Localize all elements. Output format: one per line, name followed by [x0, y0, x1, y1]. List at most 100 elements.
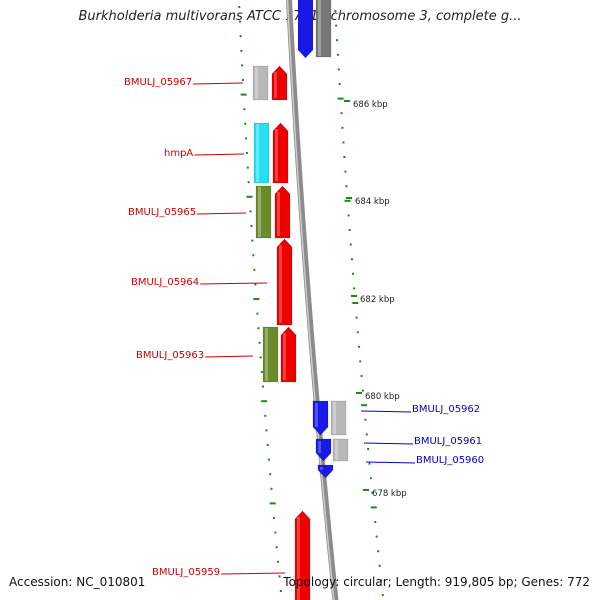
ruler-tick [337, 97, 344, 100]
ruler-tick [278, 575, 281, 578]
gene-leader-line [200, 282, 268, 285]
gene-label[interactable]: BMULJ_05965 [128, 207, 197, 218]
gene-BMULJ_05963[interactable] [262, 326, 297, 383]
ruler-tick [364, 418, 367, 421]
gene-partial-top[interactable] [298, 0, 332, 58]
gene-arrow [317, 464, 334, 479]
ruler-tick [238, 6, 241, 8]
backbone-highlight [286, 0, 335, 600]
ruler-tick [246, 166, 249, 169]
gene-arrow [274, 185, 291, 239]
gene-BMULJ_05961[interactable] [315, 438, 349, 462]
gene-label[interactable]: BMULJ_05962 [412, 404, 481, 415]
gene-aux-box [332, 438, 349, 462]
gene-arrow-shine [274, 72, 277, 98]
ruler-label: 682 kbp [360, 295, 395, 305]
ruler-tick [279, 590, 282, 592]
gene-BMULJ_05962[interactable] [312, 400, 347, 436]
gene-aux-box-shine [256, 124, 259, 182]
gene-label[interactable]: BMULJ_05961 [414, 436, 483, 447]
gene-leader-line [360, 410, 412, 413]
gene-aux-box [255, 185, 272, 239]
ruler-label: 678 kbp [372, 489, 407, 499]
ruler-tick [369, 477, 372, 480]
gene-arrow [276, 238, 293, 326]
ruler-tick [345, 185, 348, 188]
ruler-tick [355, 316, 358, 319]
ruler-tick [261, 385, 264, 388]
ruler-tick [337, 68, 340, 71]
gene-label[interactable]: BMULJ_05964 [131, 277, 200, 288]
ruler-tick [349, 243, 352, 246]
ruler-tick [253, 268, 256, 271]
gene-leader-line [365, 461, 416, 464]
gene-label[interactable]: BMULJ_05960 [416, 455, 485, 466]
topology-text: Topology: circular; Length: 919,805 bp; … [283, 575, 590, 589]
gene-aux-box [330, 400, 347, 436]
ruler-tick [241, 79, 244, 81]
ruler-tick [370, 506, 377, 509]
ruler-tick [356, 331, 359, 334]
gene-arrow [271, 65, 288, 101]
gene-label[interactable]: BMULJ_05963 [136, 350, 205, 361]
ruler-tick [239, 35, 242, 38]
gene-BMULJ_05965[interactable] [255, 185, 291, 239]
gene-label[interactable]: BMULJ_05967 [124, 77, 193, 88]
gene-aux-box-shine [258, 187, 261, 237]
ruler-tick [380, 579, 383, 582]
ruler-tick [257, 327, 260, 330]
gene-BMULJ_05959[interactable] [294, 510, 311, 600]
ruler-tick [253, 298, 260, 300]
backbone-line [285, 0, 339, 600]
ruler-tick [359, 360, 362, 363]
gene-leader-line [194, 153, 245, 156]
gene-leader-line [193, 82, 244, 85]
gene-BMULJ_05964[interactable] [276, 238, 293, 326]
gene-label[interactable]: hmpA [164, 148, 194, 159]
ruler-tick [240, 93, 247, 96]
ruler-tick [251, 239, 254, 242]
chromosome-backbone [285, 0, 339, 600]
ruler-tick [241, 64, 244, 67]
gene-arrow [280, 326, 297, 383]
gene-arrow [312, 400, 329, 436]
ruler-tick [371, 491, 374, 494]
gene-arrow [272, 122, 289, 184]
ruler-tick [360, 375, 363, 377]
ruler-tick [240, 49, 243, 52]
ruler-tick [250, 225, 253, 227]
gene-BMULJ_05960[interactable] [317, 464, 334, 479]
ruler-label: 680 kbp [365, 392, 400, 402]
ruler-tick [367, 448, 370, 450]
ruler-major-tick [356, 392, 362, 394]
ruler-tick [245, 137, 248, 140]
ruler-tick [361, 389, 364, 392]
gene-arrow-shine [315, 403, 318, 427]
ruler-tick [259, 356, 262, 359]
gene-arrow-shine [275, 129, 278, 181]
ruler-tick [348, 229, 351, 231]
ruler-tick [361, 404, 368, 407]
ruler-tick [267, 458, 270, 461]
ruler-tick [353, 287, 356, 290]
ruler-tick [352, 272, 355, 275]
gene-aux-box [262, 326, 279, 383]
ruler-tick [357, 345, 360, 348]
ruler-tick [352, 302, 359, 304]
ruler-tick [343, 156, 346, 158]
gene-arrow [294, 510, 311, 600]
gene-hmpA[interactable] [253, 122, 289, 184]
gene-aux-box [253, 122, 270, 184]
gene-aux-box-shine [255, 67, 258, 99]
ruler-tick [378, 564, 381, 567]
ruler-tick [368, 462, 371, 465]
ruler-tick [341, 126, 344, 129]
gene-leader-line [197, 212, 247, 215]
ruler-tick [347, 214, 350, 217]
gene-label[interactable]: BMULJ_05959 [152, 567, 221, 578]
ruler-major-tick [346, 197, 352, 199]
gene-BMULJ_05967[interactable] [252, 65, 288, 101]
ruler-tick [254, 283, 257, 286]
ruler-major-tick [351, 295, 357, 297]
